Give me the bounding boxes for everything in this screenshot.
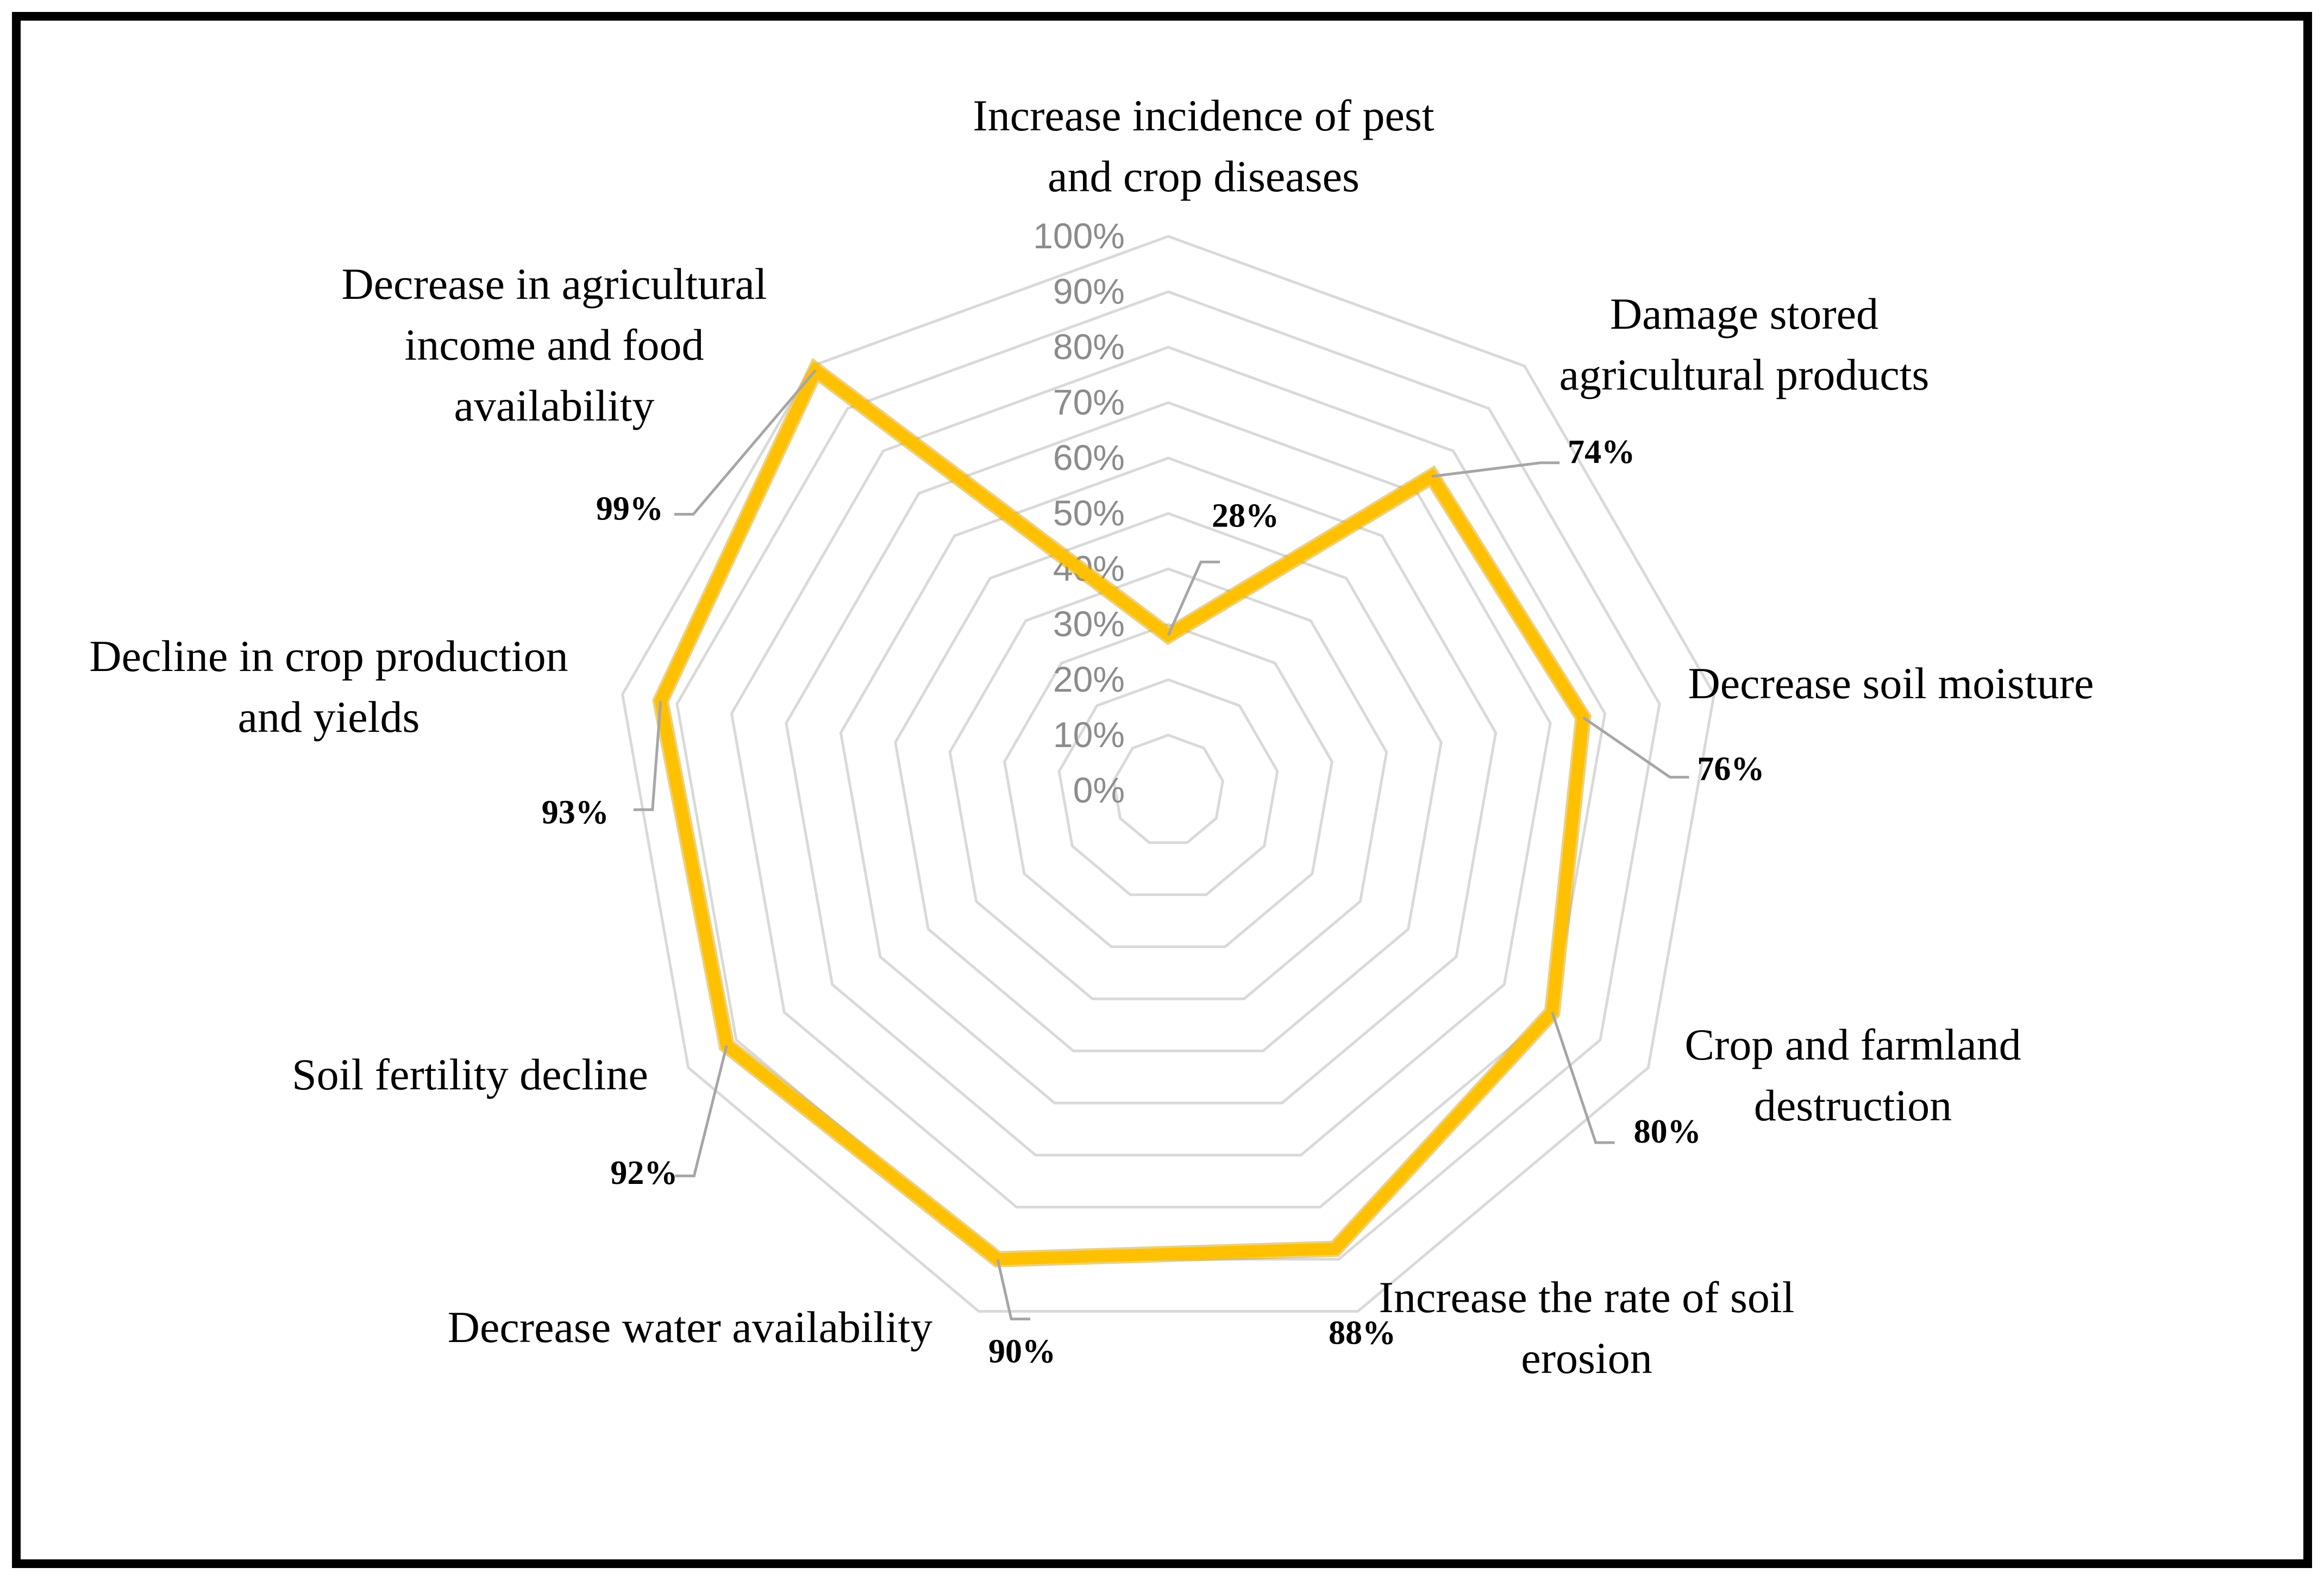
leader-line [633,701,662,811]
leader-line [1431,461,1560,478]
category-label: Increase the rate of soil erosion [1379,1272,1795,1383]
gridline-10 [621,235,1716,1313]
leader-line [1167,560,1220,636]
leader-line [996,1259,1031,1321]
data-label: 80% [1634,1113,1701,1150]
data-label: 93% [542,794,609,831]
leader-line [1582,716,1689,779]
category-label: Decline in crop production and yields [89,631,568,742]
leader-line-layer [633,369,1689,1321]
category-label: Decrease in agricultural income and food a… [341,259,767,430]
data-label: 74% [1568,434,1635,471]
leader-line [1551,1012,1615,1144]
gridline-4 [948,567,1388,1000]
data-label: 76% [1697,750,1764,787]
leader-line [674,369,817,516]
gridline-1 [1112,733,1225,844]
outer-border [12,12,2312,1568]
category-label-line: availability [454,381,655,430]
category-label: Decrease water availability [448,1302,932,1352]
category-label-line: Decrease soil moisture [1688,659,2094,708]
tick-label: 30% [1053,604,1125,644]
data-label: 88% [1329,1314,1396,1351]
tick-label: 90% [1053,271,1125,311]
gridline-2 [1057,678,1279,896]
tick-label: 80% [1053,327,1125,367]
series-layer [652,358,1592,1268]
category-label-line: Decrease water availability [448,1302,932,1352]
gridline-5 [894,512,1443,1052]
category-label-layer: Increase incidence of pest and crop disea… [89,91,2094,1383]
category-label: Increase incidence of pest and crop disea… [973,91,1434,201]
gridline-8 [730,346,1607,1209]
tick-label: 20% [1053,659,1125,699]
category-label-line: Decline in crop production [89,631,568,681]
category-label: Soil fertility decline [292,1050,648,1099]
tick-label: 60% [1053,437,1125,478]
data-label-layer: 28% 74% 76% 80% 88% 90% 92% 93% 99% [542,434,1765,1370]
tick-label: 0% [1073,770,1125,810]
category-label-line: agricultural products [1559,350,1930,399]
tick-label-layer: 0%10%20%30%40%50%60%70%80%90%100% [1033,216,1125,810]
category-label-line: Increase the rate of soil [1379,1272,1795,1322]
data-label: 28% [1212,497,1279,534]
data-label: 92% [610,1155,678,1192]
category-label: Damage stored agricultural products [1559,289,1930,399]
category-label: Decrease soil moisture [1688,659,2094,708]
category-label-line: Damage stored [1610,289,1878,338]
tick-label: 100% [1033,216,1125,256]
gridline-6 [839,456,1498,1105]
gridline-3 [1003,623,1333,949]
category-label-line: income and food [404,320,704,369]
category-label-line: Increase incidence of pest [973,91,1434,140]
gridline-7 [785,401,1552,1157]
category-label-line: and crop diseases [1048,152,1360,201]
data-label: 99% [596,490,663,527]
category-label-line: Decrease in agricultural [341,259,767,309]
leader-line [675,1045,728,1177]
tick-label: 70% [1053,382,1125,422]
category-label-line: erosion [1521,1333,1652,1383]
category-label-line: Soil fertility decline [292,1050,648,1099]
category-label-line: and yields [238,692,420,742]
data-label: 90% [988,1333,1056,1370]
tick-label: 50% [1053,493,1125,533]
category-label-line: Crop and farmland [1684,1020,2021,1069]
category-label: Crop and farmland destruction [1684,1020,2021,1130]
tick-label: 10% [1053,714,1125,755]
series-line [654,361,1589,1265]
category-label-line: destruction [1754,1081,1952,1130]
